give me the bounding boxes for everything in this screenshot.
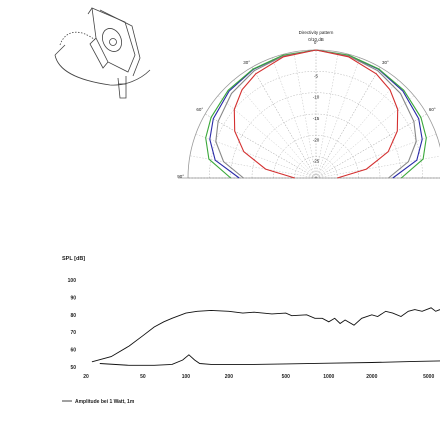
polar-grid-spoke [272, 57, 317, 179]
polar-grid-spoke [189, 155, 317, 179]
spl-x-tick-label: 5000 [423, 374, 434, 380]
polar-grid-spoke [315, 67, 381, 179]
legend-label: Amplitude bei 1 Watt, 1m [75, 399, 135, 405]
polar-series-line-3 [233, 49, 399, 179]
polar-series-group [205, 49, 427, 179]
polar-radial-labels: -5 -10 -15 -20 -25 [313, 73, 320, 163]
polar-angle-label: 0° [314, 40, 319, 45]
spl-series-line-0 [91, 307, 440, 363]
polar-grid-spoke [293, 51, 317, 179]
polar-angle-label: 60° [429, 107, 436, 112]
polar-grid-spoke [205, 113, 317, 179]
polar-grid-spoke [315, 79, 399, 179]
polar-angle-label: 30° [382, 60, 389, 65]
polar-grid-spoke [195, 134, 317, 179]
polar-grid-spoke [315, 51, 339, 179]
spl-x-tick-label: 500 [282, 374, 291, 380]
polar-grid [178, 49, 440, 179]
spl-series-group [91, 307, 440, 366]
polar-grid-ring [230, 92, 402, 179]
polar-title: Directivity pattern [299, 30, 334, 35]
polar-radial-label: -5 [314, 73, 318, 78]
polar-grid-spoke [233, 79, 317, 179]
polar-radial-label: -10 [313, 95, 320, 100]
spl-y-tick-label: 60 [70, 348, 76, 354]
spl-x-tick-label: 2000 [366, 374, 377, 380]
spl-x-tick-label: 200 [225, 374, 234, 380]
spl-y-tick-label: 80 [70, 313, 76, 319]
polar-grid-spoke [315, 95, 415, 179]
polar-grid-spoke [315, 57, 360, 179]
spl-y-tick-labels: 50 60 70 80 90 100 [68, 278, 77, 371]
spl-x-tick-label: 100 [182, 374, 191, 380]
polar-angle-label: 90° [177, 174, 184, 179]
spl-chart: SPL [dB] 50 60 70 80 90 100 20 50 100 200 500 1000… [62, 256, 440, 405]
polar-radial-label: -15 [313, 116, 320, 121]
spl-y-tick-label: 100 [68, 278, 77, 284]
polar-angle-label: 60° [196, 107, 203, 112]
polar-grid-spoke [315, 155, 440, 179]
polar-grid-spoke [217, 95, 317, 179]
polar-angle-labels: 0°30°30°60°60°90°90° [177, 40, 436, 179]
polar-grid-spoke [315, 113, 427, 179]
polar-grid-spoke [315, 134, 437, 179]
spl-x-tick-label: 1000 [323, 374, 334, 380]
spl-x-tick-label: 20 [83, 374, 89, 380]
polar-radial-label: -20 [313, 137, 320, 142]
spl-x-tick-labels: 20 50 100 200 500 1000 2000 5000 [83, 374, 434, 380]
polar-grid-spoke [251, 67, 317, 179]
spl-y-tick-label: 70 [70, 330, 76, 336]
spl-legend: Amplitude bei 1 Watt, 1m [62, 399, 135, 405]
spl-y-tick-label: 90 [70, 295, 76, 301]
polar-chart: 0°30°30°60°60°90°90° -5-10-15-20-25 Dire… [177, 30, 440, 179]
polar-radial-label: -25 [313, 159, 320, 164]
polar-angle-label: 30° [243, 60, 250, 65]
speaker-illustration [54, 7, 151, 99]
spl-y-tick-label: 50 [70, 365, 76, 371]
spl-series-line-1 [99, 354, 440, 366]
spl-ylabel: SPL [dB] [62, 256, 85, 262]
spl-x-tick-label: 50 [140, 374, 146, 380]
polar-subtitle: 0/10 dB [308, 37, 324, 42]
